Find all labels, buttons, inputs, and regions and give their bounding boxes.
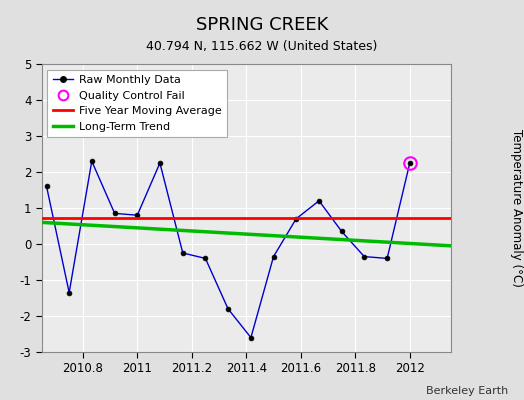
Text: Temperature Anomaly (°C): Temperature Anomaly (°C) <box>510 129 522 287</box>
Raw Monthly Data <box>134 213 140 218</box>
Raw Monthly Data <box>361 254 367 259</box>
Text: Berkeley Earth: Berkeley Earth <box>426 386 508 396</box>
Raw Monthly Data <box>112 211 118 216</box>
Raw Monthly Data <box>270 254 277 259</box>
Text: SPRING CREEK: SPRING CREEK <box>196 16 328 34</box>
Raw Monthly Data <box>43 184 50 189</box>
Text: 40.794 N, 115.662 W (United States): 40.794 N, 115.662 W (United States) <box>146 40 378 53</box>
Raw Monthly Data <box>66 290 72 295</box>
Raw Monthly Data <box>339 229 345 234</box>
Line: Raw Monthly Data: Raw Monthly Data <box>44 159 412 340</box>
Raw Monthly Data <box>89 159 95 164</box>
Raw Monthly Data <box>180 250 186 256</box>
Raw Monthly Data <box>407 160 413 166</box>
Legend: Raw Monthly Data, Quality Control Fail, Five Year Moving Average, Long-Term Tren: Raw Monthly Data, Quality Control Fail, … <box>48 70 227 137</box>
Raw Monthly Data <box>248 335 254 340</box>
Raw Monthly Data <box>202 256 209 261</box>
Raw Monthly Data <box>225 306 231 311</box>
Raw Monthly Data <box>157 160 163 166</box>
Raw Monthly Data <box>316 198 322 203</box>
Raw Monthly Data <box>293 216 299 221</box>
Raw Monthly Data <box>384 256 390 261</box>
